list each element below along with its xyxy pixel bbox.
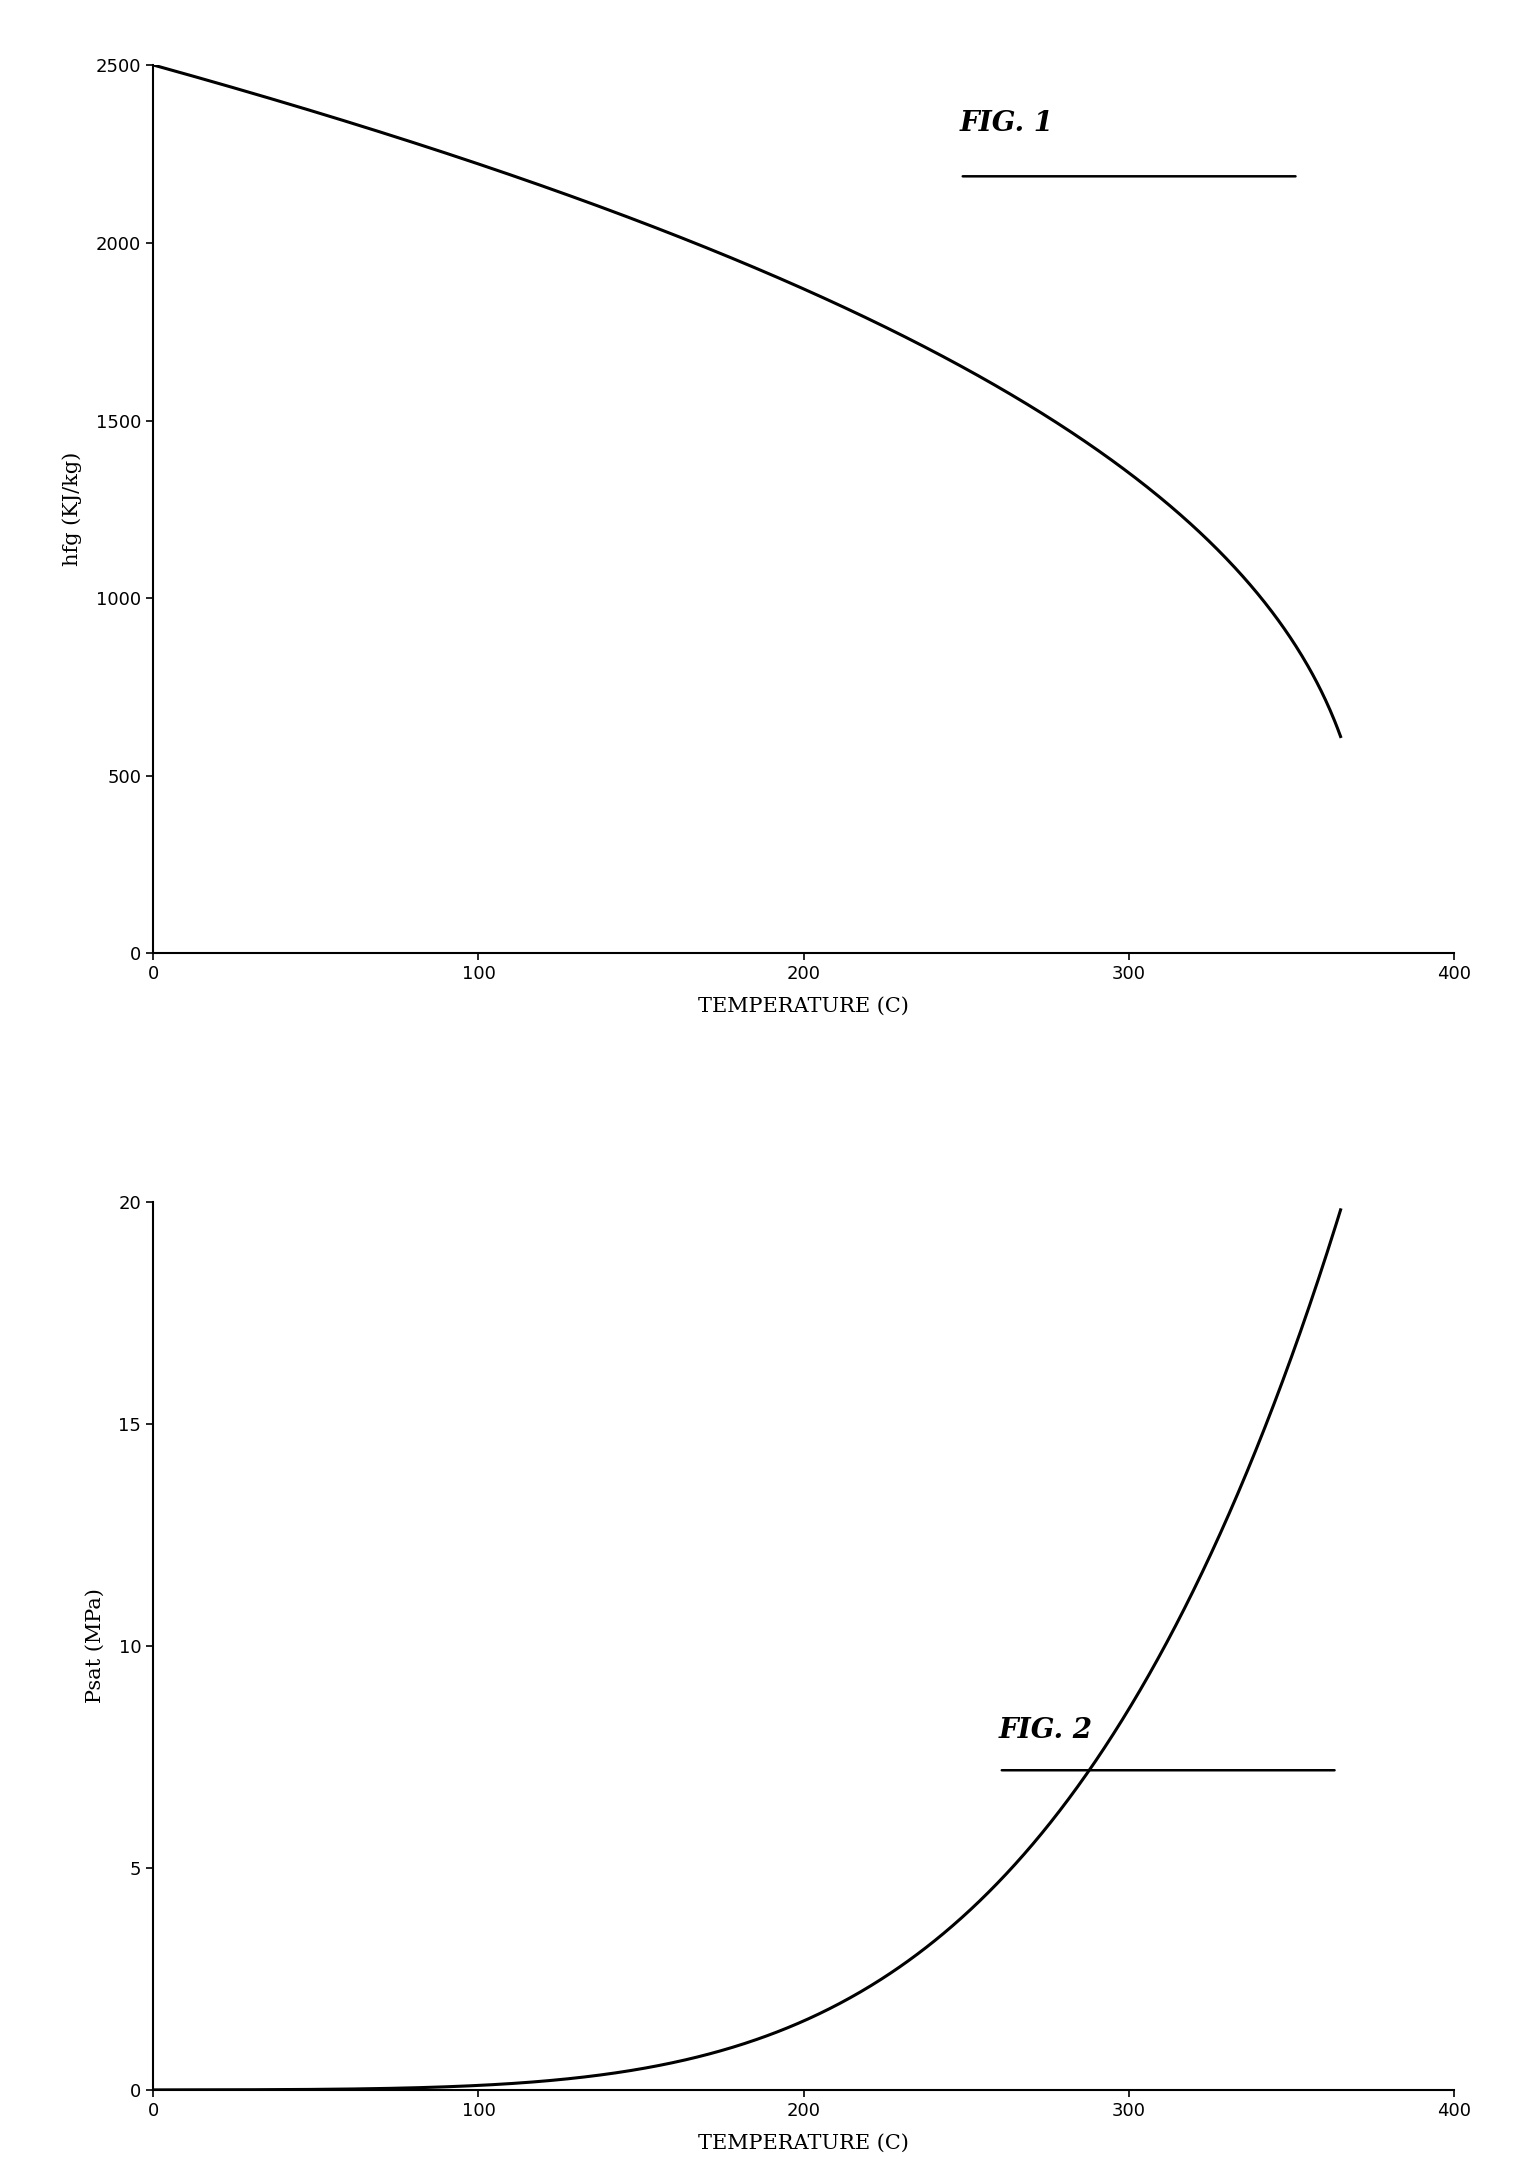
Text: FIG. 2: FIG. 2 — [1000, 1718, 1093, 1744]
Y-axis label: Psat (MPa): Psat (MPa) — [86, 1589, 104, 1702]
X-axis label: TEMPERATURE (C): TEMPERATURE (C) — [698, 2133, 909, 2153]
X-axis label: TEMPERATURE (C): TEMPERATURE (C) — [698, 997, 909, 1017]
Text: FIG. 1: FIG. 1 — [960, 109, 1053, 137]
Y-axis label: hfg (KJ/kg): hfg (KJ/kg) — [63, 453, 81, 566]
